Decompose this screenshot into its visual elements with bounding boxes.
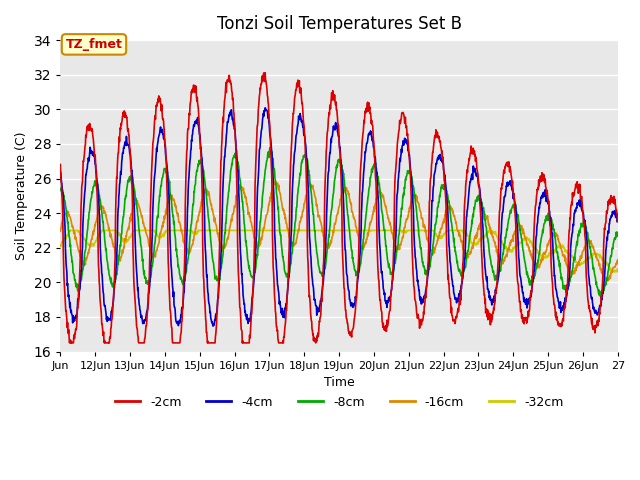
-4cm — [553, 290, 561, 296]
Text: TZ_fmet: TZ_fmet — [65, 38, 122, 51]
-2cm — [67, 340, 74, 346]
-16cm — [314, 214, 322, 220]
-16cm — [607, 270, 615, 276]
-32cm — [614, 266, 621, 272]
-8cm — [471, 204, 479, 209]
-2cm — [471, 152, 479, 157]
-4cm — [614, 218, 621, 224]
-32cm — [613, 269, 621, 275]
Title: Tonzi Soil Temperatures Set B: Tonzi Soil Temperatures Set B — [216, 15, 461, 33]
-2cm — [553, 314, 561, 320]
-32cm — [56, 242, 64, 248]
-4cm — [607, 213, 615, 218]
-2cm — [607, 199, 615, 205]
-2cm — [144, 306, 152, 312]
-16cm — [553, 231, 561, 237]
X-axis label: Time: Time — [324, 376, 355, 389]
-8cm — [553, 248, 561, 253]
-8cm — [325, 232, 333, 238]
-8cm — [314, 261, 322, 266]
Line: -2cm: -2cm — [60, 73, 618, 343]
-4cm — [143, 306, 151, 312]
-32cm — [314, 228, 322, 233]
Line: -8cm: -8cm — [60, 148, 618, 296]
-4cm — [209, 323, 217, 329]
-16cm — [56, 228, 64, 234]
-32cm — [471, 242, 479, 248]
-16cm — [602, 279, 610, 285]
-4cm — [325, 159, 333, 165]
-8cm — [266, 145, 274, 151]
-16cm — [471, 234, 479, 240]
-2cm — [614, 215, 621, 221]
-16cm — [325, 245, 333, 251]
-8cm — [596, 293, 604, 299]
-4cm — [261, 105, 269, 111]
-2cm — [56, 162, 64, 168]
-8cm — [143, 281, 151, 287]
-4cm — [315, 307, 323, 312]
-4cm — [471, 168, 479, 173]
Line: -4cm: -4cm — [60, 108, 618, 326]
-16cm — [271, 179, 279, 184]
-16cm — [614, 257, 621, 263]
Y-axis label: Soil Temperature (C): Soil Temperature (C) — [15, 132, 28, 260]
Line: -32cm: -32cm — [60, 230, 618, 272]
-8cm — [56, 188, 64, 193]
Legend: -2cm, -4cm, -8cm, -16cm, -32cm: -2cm, -4cm, -8cm, -16cm, -32cm — [110, 391, 568, 414]
-32cm — [325, 228, 333, 233]
-32cm — [66, 228, 74, 233]
-16cm — [143, 234, 151, 240]
-2cm — [315, 332, 323, 337]
-2cm — [261, 70, 269, 76]
-32cm — [553, 246, 561, 252]
-2cm — [325, 110, 333, 116]
Line: -16cm: -16cm — [60, 181, 618, 282]
-8cm — [607, 253, 615, 259]
-8cm — [614, 230, 621, 236]
-32cm — [144, 228, 152, 233]
-4cm — [56, 169, 64, 175]
-32cm — [607, 266, 615, 272]
